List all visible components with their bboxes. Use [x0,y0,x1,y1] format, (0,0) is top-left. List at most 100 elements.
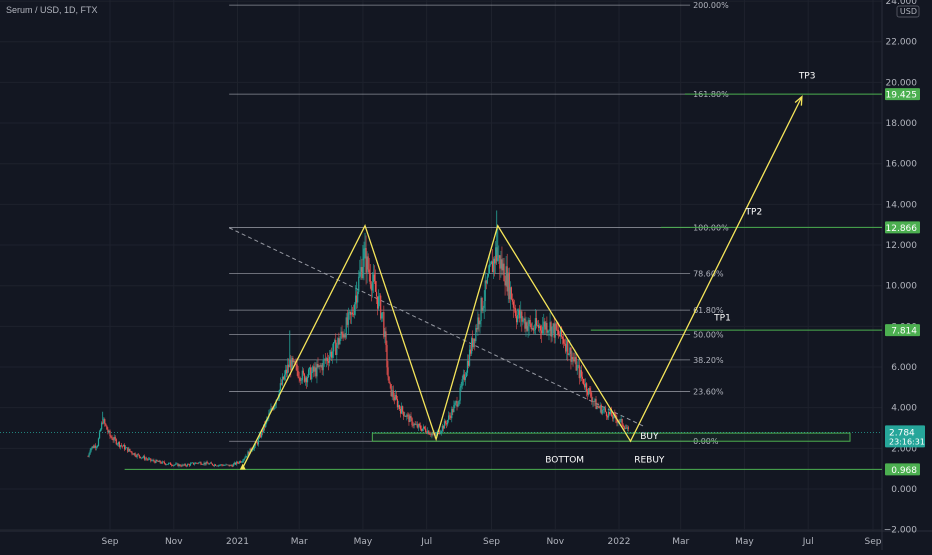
price-label-box [885,221,920,234]
candle-body [326,358,329,362]
candle-body [361,267,363,279]
candle-body [173,464,175,466]
y-tick-label: 0.000 [891,485,917,495]
candle-body [359,271,361,277]
candle-body [328,356,331,363]
candle-body [563,338,565,344]
candle-body [181,464,183,467]
candle-body [466,360,469,373]
candle-body [596,405,598,410]
candle-body [352,314,355,315]
candle-body [116,444,118,445]
candle-body [495,247,497,264]
candle-body [156,459,158,462]
candle-body [395,395,397,400]
candle-body [588,388,590,395]
candle-body [105,423,107,426]
candle-body [509,287,511,300]
candle-body [551,326,553,337]
candle-body [605,411,608,417]
candle-body [225,464,227,466]
candle-body [172,465,174,466]
candle-body [265,420,267,427]
candle-body [185,465,187,467]
candle-body [425,428,427,432]
candle-body [323,359,325,361]
currency-box [896,5,920,18]
candle-body [281,376,284,385]
y-tick-label: 6.000 [891,363,917,373]
candle-body [382,312,384,313]
candle-body [99,429,102,432]
candle-body [324,359,326,361]
candle-body [499,255,501,269]
candle-body [489,263,492,265]
candle-body [498,255,500,258]
candle-body [430,434,432,436]
candle-body [507,272,509,292]
candle-body [576,365,578,371]
candle-body [107,429,109,433]
candle-body [273,406,275,410]
candle-body [320,365,322,367]
annotation-rebuy: REBUY [634,456,665,466]
candle-body [623,426,625,429]
candle-body [452,408,454,413]
candle-body [150,458,152,461]
candle-body [529,319,531,324]
candle-body [621,418,623,426]
candle-body [414,423,416,425]
candle-body [580,370,582,377]
candle-body [112,439,114,441]
candle-body [542,326,544,334]
candle-body [231,465,233,467]
candle-body [330,351,333,358]
candle-body [376,296,379,309]
fib-level-label: 61.80% [693,306,724,315]
candle-body [294,361,296,365]
candle-body [343,335,345,338]
candle-body [561,336,564,339]
candle-body [246,455,248,457]
candle-body [199,462,201,463]
candle-body [468,349,471,366]
candle-body [131,451,133,454]
candle-body [312,366,314,372]
candle-body [522,320,524,322]
candle-body [316,364,318,377]
candle-body [619,419,621,423]
candle-body [226,464,228,466]
candle-body [520,311,522,319]
candle-body [557,329,559,335]
candle-body [219,465,221,466]
candle-body [544,321,546,330]
candle-body [402,406,404,412]
candle-body [448,415,450,421]
candle-body [242,461,244,462]
candle-body [627,427,630,429]
price-label: 0.968 [891,466,917,476]
y-tick-label: 12.000 [886,241,918,251]
candle-body [366,256,368,273]
candle-body [160,462,162,464]
candle-body [380,295,382,319]
candle-body [592,401,594,402]
candle-body [536,325,539,326]
candle-body [617,421,619,423]
candle-body [389,383,391,385]
candle-body [220,464,222,466]
buy-zone [371,432,851,442]
candles [87,210,630,468]
candle-body [517,315,519,323]
candle-body [129,448,131,452]
candle-body [134,453,136,457]
candle-body [307,369,310,377]
candle-body [296,364,298,372]
candle-body [332,351,334,358]
candle-body [142,456,145,458]
candle-body [344,335,346,338]
candle-body [524,318,526,329]
candle-body [611,410,613,417]
